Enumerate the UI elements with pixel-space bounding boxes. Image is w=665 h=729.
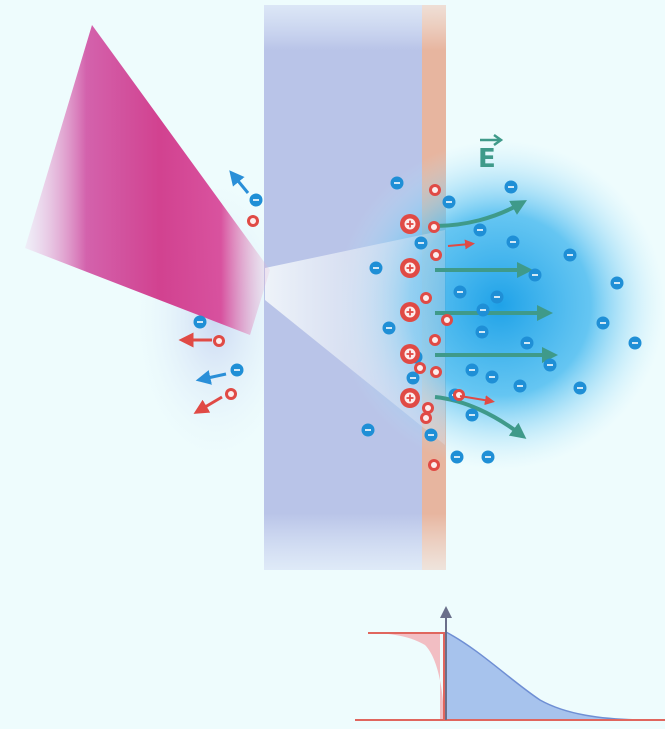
electron-transport-cone: [265, 230, 445, 445]
ion-arrow-upper: [447, 239, 475, 250]
ion-density-area: [368, 633, 444, 720]
electron-14: [382, 321, 396, 335]
electric-field-label: E: [478, 133, 504, 174]
ion-5: [429, 334, 441, 346]
ion-arrow-lower: [459, 395, 495, 406]
electron-10: [453, 285, 467, 299]
ion-11: [428, 459, 440, 471]
electron-2: [504, 180, 518, 194]
electron-13: [596, 316, 610, 330]
ion-acceleration-arrows: [447, 239, 495, 406]
electron-15: [475, 325, 489, 339]
electrons: [193, 176, 642, 464]
electron-4: [473, 223, 487, 237]
electron-density-curve: [445, 631, 651, 721]
field-arrow-0: [434, 200, 527, 228]
rear-electron-arrow-2: [195, 370, 227, 385]
ion-10: [420, 412, 432, 424]
electron-3: [414, 236, 428, 250]
electron-21: [485, 370, 499, 384]
electron-26: [465, 408, 479, 422]
surface-ion-0: [400, 214, 420, 234]
rear-electron-arrow-1: [229, 170, 250, 194]
electron-23: [406, 371, 420, 385]
electron-5: [506, 235, 520, 249]
electron-30: [481, 450, 495, 464]
laser-beam: [25, 25, 270, 335]
field-arrow-4: [434, 395, 527, 439]
electron-16: [628, 336, 642, 350]
electron-27: [361, 423, 375, 437]
electron-28: [424, 428, 438, 442]
ion-13: [213, 335, 225, 347]
electron-31: [193, 315, 207, 329]
ions: [213, 184, 465, 471]
rear-emission-arrows: [178, 170, 250, 414]
rear-ion-arrow-2: [193, 395, 223, 414]
ion-12: [247, 215, 259, 227]
surface-ion-3: [400, 344, 420, 364]
electron-density-area: [446, 632, 650, 720]
surface-ion-1: [400, 258, 420, 278]
svg-text:E: E: [478, 144, 496, 174]
surface-ion-4: [400, 388, 420, 408]
ion-4: [441, 314, 453, 326]
ion-0: [429, 184, 441, 196]
ion-14: [225, 388, 237, 400]
electron-6: [563, 248, 577, 262]
electron-29: [450, 450, 464, 464]
density-profile-plot: [355, 606, 665, 721]
electron-7: [369, 261, 383, 275]
electron-0: [390, 176, 404, 190]
electron-11: [490, 290, 504, 304]
ion-3: [420, 292, 432, 304]
electron-12: [476, 303, 490, 317]
field-arrows: [434, 200, 558, 439]
ion-7: [430, 366, 442, 378]
electron-19: [465, 363, 479, 377]
electron-33: [230, 363, 244, 377]
ion-2: [430, 249, 442, 261]
ion-1: [428, 221, 440, 233]
ion-density-step: [368, 632, 445, 720]
electron-22: [573, 381, 587, 395]
ion-6: [414, 362, 426, 374]
ion-8: [422, 402, 434, 414]
ion-9: [453, 389, 465, 401]
electron-9: [610, 276, 624, 290]
surface-ion-2: [400, 302, 420, 322]
electron-17: [520, 336, 534, 350]
electron-8: [528, 268, 542, 282]
electron-1: [442, 195, 456, 209]
electron-32: [249, 193, 263, 207]
electron-24: [513, 379, 527, 393]
electron-20: [543, 358, 557, 372]
